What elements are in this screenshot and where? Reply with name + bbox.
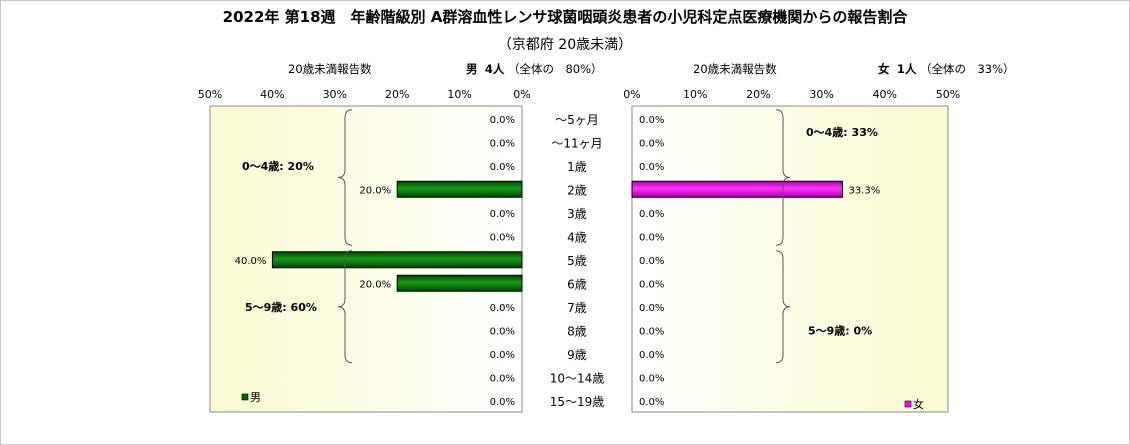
male-legend-label: 男 [250,391,261,404]
female-data-label: 0.0% [639,397,664,408]
male-share: （全体の 80%） [507,62,603,76]
male-data-label: 0.0% [490,162,515,173]
female-count-label: 20歳未満報告数 [693,62,777,76]
age-category-label: 1歳 [567,160,587,174]
female-data-label: 0.0% [639,279,664,290]
female-data-label: 33.3% [848,185,880,196]
female-axis-tick-label: 10% [683,88,707,101]
female-axis-tick-label: 50% [936,88,960,101]
age-category-label: 8歳 [567,324,587,338]
female-axis-tick-label: 20% [746,88,770,101]
age-category-label: 9歳 [567,348,587,362]
female-data-label: 0.0% [639,138,664,149]
age-category-label: 3歳 [567,207,587,221]
male-axis-tick-label: 10% [447,88,471,101]
female-data-label: 0.0% [639,256,664,267]
female-data-label: 0.0% [639,373,664,384]
male-legend-swatch [241,393,249,401]
female-count: 1人 [896,62,917,76]
female-axis-tick-label: 30% [809,88,833,101]
male-data-label: 0.0% [490,115,515,126]
male-count: 4人 [484,62,505,76]
female-data-label: 0.0% [639,350,664,361]
age-category-label: 6歳 [567,277,587,291]
male-0-4-brace [337,109,353,246]
age-category-label: 2歳 [567,183,587,197]
male-data-label: 0.0% [490,397,515,408]
male-count-label: 20歳未満報告数 [288,62,372,76]
female-5-9-group-label: 5～9歳: 0% [808,323,872,337]
male-bar [396,180,523,198]
female-data-label: 0.0% [639,303,664,314]
female-0-4-group-label: 0～4歳: 33% [806,125,878,139]
male-5-9-group-label: 5～9歳: 60% [245,300,317,314]
male-summary: 男 4人 （全体の 80%） [466,61,603,77]
age-category-label: 5歳 [567,254,587,268]
female-sex-label: 女 [878,62,890,76]
female-summary: 女 1人 （全体の 33%） [878,61,1015,77]
male-0-4-group-label: 0～4歳: 20% [242,159,314,173]
male-axis-tick-label: 50% [198,88,222,101]
female-0-4-brace [775,109,791,246]
male-axis-tick-label: 20% [385,88,409,101]
male-data-label: 20.0% [359,185,391,196]
female-share: （全体の 33%） [919,62,1015,76]
male-data-label: 0.0% [490,303,515,314]
male-data-label: 0.0% [490,209,515,220]
female-5-9-brace [775,250,791,364]
male-data-label: 40.0% [235,256,267,267]
female-data-label: 0.0% [639,162,664,173]
male-bar [271,251,523,269]
age-category-label: ～5ヶ月 [555,113,599,127]
female-data-label: 0.0% [639,115,664,126]
age-category-label: 10～14歳 [550,371,605,385]
male-data-label: 0.0% [490,326,515,337]
chart-subtitle: （京都府 20歳未満） [497,37,633,53]
female-axis-tick-label: 0% [623,88,640,101]
male-5-9-brace [337,250,353,364]
male-axis-tick-label: 40% [260,88,284,101]
age-category-label: ～11ヶ月 [551,136,602,150]
female-axis-tick-label: 40% [873,88,897,101]
female-data-label: 0.0% [639,209,664,220]
male-data-label: 20.0% [359,279,391,290]
female-data-label: 0.0% [639,326,664,337]
female-legend-swatch [904,400,912,408]
male-data-label: 0.0% [490,350,515,361]
female-plot-area [631,105,949,413]
male-data-label: 0.0% [490,138,515,149]
age-category-label: 4歳 [567,230,587,244]
male-axis-tick-label: 0% [513,88,530,101]
female-bar [631,180,843,198]
male-data-label: 0.0% [490,232,515,243]
male-axis-tick-label: 30% [323,88,347,101]
female-data-label: 0.0% [639,232,664,243]
male-bar [396,274,523,292]
male-sex-label: 男 [466,62,478,76]
female-legend-label: 女 [913,397,924,411]
age-category-label: 7歳 [567,301,587,315]
chart-title: 2022年 第18週 年齢階級別 A群溶血性レンサ球菌咽頭炎患者の小児科定点医療… [222,8,908,26]
male-data-label: 0.0% [490,373,515,384]
age-category-label: 15～19歳 [550,395,605,409]
